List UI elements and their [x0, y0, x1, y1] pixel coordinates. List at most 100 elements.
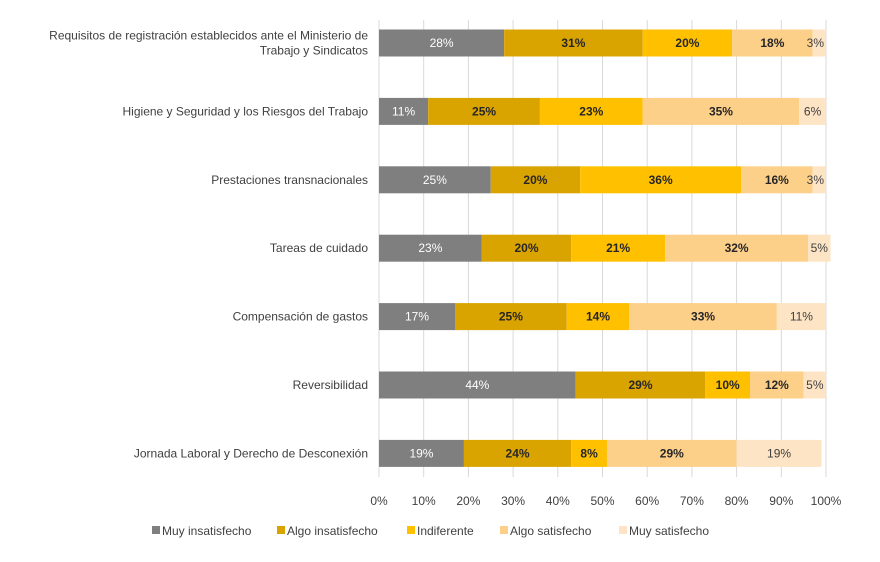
data-label: 18%	[760, 36, 784, 50]
bar-segment	[539, 97, 643, 125]
data-label: 10%	[716, 378, 740, 392]
legend-swatch	[500, 526, 508, 534]
data-label: 33%	[691, 310, 715, 324]
bar-segment	[481, 234, 572, 262]
data-label: 12%	[765, 378, 789, 392]
legend-label: Muy satisfecho	[629, 524, 709, 538]
data-label: 35%	[709, 104, 733, 118]
category-label: Requisitos de registración establecidos …	[49, 29, 368, 43]
data-label: 20%	[523, 173, 547, 187]
bar-segment	[732, 29, 813, 57]
data-label: 5%	[806, 378, 824, 392]
data-label: 28%	[430, 36, 454, 50]
bar-segment	[463, 439, 572, 467]
legend-label: Indiferente	[417, 524, 474, 538]
x-tick-label: 20%	[456, 494, 480, 508]
data-label: 20%	[675, 36, 699, 50]
data-label: 11%	[790, 310, 813, 324]
legend-swatch	[619, 526, 627, 534]
bar-segment	[379, 303, 455, 331]
x-axis-ticks: 0% 10% 20% 30% 40% 50% 60% 70% 80% 90% 100%	[370, 494, 841, 508]
x-tick-label: 30%	[501, 494, 525, 508]
bar-segment	[799, 97, 826, 125]
data-label: 23%	[418, 241, 442, 255]
bar-segment	[776, 303, 826, 331]
x-tick-label: 40%	[546, 494, 570, 508]
x-tick-label: 60%	[635, 494, 659, 508]
bar-segment	[504, 29, 643, 57]
category-label: Jornada Laboral y Derecho de Desconexión	[134, 446, 368, 460]
data-label: 44%	[465, 378, 489, 392]
data-label: 5%	[811, 241, 829, 255]
bar-segment	[629, 303, 777, 331]
bar-segment	[736, 439, 822, 467]
bar-segment	[379, 97, 429, 125]
data-label: 11%	[392, 104, 415, 118]
data-label: 3%	[807, 173, 825, 187]
bar-segment	[428, 97, 540, 125]
category-labels: Requisitos de registración establecidos …	[49, 29, 368, 461]
x-tick-label: 90%	[769, 494, 793, 508]
bar-segment	[379, 166, 491, 194]
data-label: 19%	[409, 446, 433, 460]
category-label: Prestaciones transnacionales	[211, 173, 368, 187]
legend: Muy insatisfecho Algo insatisfecho Indifer…	[152, 524, 709, 538]
bars: 28% 31% 20% 18% 3% 11% 25% 23% 35% 6% 25% 20% 36% 16%…	[379, 29, 831, 467]
data-label: 25%	[423, 173, 447, 187]
x-tick-label: 70%	[680, 494, 704, 508]
data-label: 21%	[606, 241, 630, 255]
data-label: 24%	[506, 446, 530, 460]
bar-segment	[454, 303, 567, 331]
legend-swatch	[152, 526, 160, 534]
data-label: 25%	[472, 104, 496, 118]
bar-segment	[575, 371, 706, 399]
data-label: 36%	[649, 173, 673, 187]
category-label: Reversibilidad	[293, 378, 368, 392]
legend-label: Algo insatisfecho	[287, 524, 378, 538]
x-tick-label: 0%	[370, 494, 388, 508]
bar-segment	[812, 166, 826, 194]
bar-segment	[379, 29, 505, 57]
legend-label: Muy insatisfecho	[162, 524, 252, 538]
bar-segment	[571, 234, 666, 262]
data-label: 19%	[767, 446, 791, 460]
x-tick-label: 80%	[725, 494, 749, 508]
bar-segment	[741, 166, 813, 194]
bar-segment	[665, 234, 809, 262]
category-label: Tareas de cuidado	[270, 241, 368, 255]
bar-segment	[808, 234, 831, 262]
category-label: Trabajo y Sindicatos	[260, 44, 368, 58]
bar-segment	[379, 371, 576, 399]
data-label: 14%	[586, 310, 610, 324]
data-label: 8%	[580, 446, 598, 460]
data-label: 25%	[499, 310, 523, 324]
bar-segment	[803, 371, 826, 399]
bar-segment	[812, 29, 826, 57]
bar-segment	[606, 439, 737, 467]
bar-segment	[580, 166, 742, 194]
category-label: Compensación de gastos	[233, 310, 368, 324]
legend-swatch	[407, 526, 415, 534]
bar-segment	[750, 371, 804, 399]
category-label: Higiene y Seguridad y los Riesgos del Tr…	[123, 104, 369, 118]
data-label: 20%	[514, 241, 538, 255]
bar-segment	[705, 371, 751, 399]
x-tick-label: 10%	[412, 494, 436, 508]
bar-segment	[571, 439, 607, 467]
data-label: 17%	[405, 310, 429, 324]
data-label: 16%	[765, 173, 789, 187]
bar-segment	[642, 29, 733, 57]
data-label: 31%	[561, 36, 585, 50]
data-label: 32%	[725, 241, 749, 255]
legend-label: Algo satisfecho	[510, 524, 592, 538]
data-label: 6%	[804, 104, 822, 118]
bar-segment	[379, 439, 464, 467]
legend-swatch	[277, 526, 285, 534]
bar-segment	[379, 234, 482, 262]
data-label: 29%	[628, 378, 652, 392]
bar-segment	[566, 303, 630, 331]
data-label: 3%	[807, 36, 825, 50]
bar-segment	[490, 166, 581, 194]
data-label: 23%	[579, 104, 603, 118]
